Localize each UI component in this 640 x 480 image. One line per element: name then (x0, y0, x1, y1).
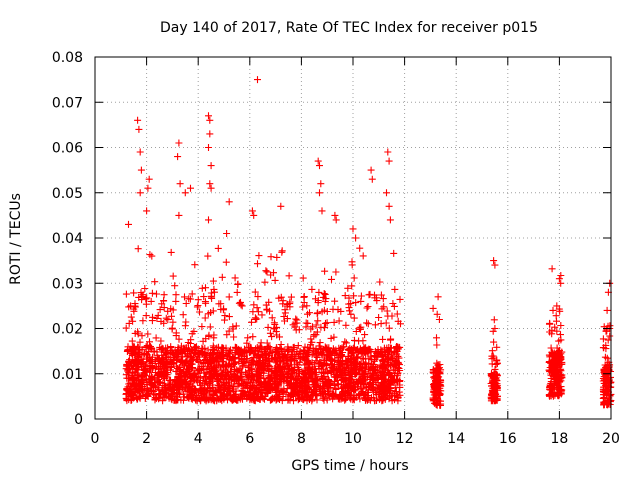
x-axis-label: GPS time / hours (291, 458, 408, 474)
y-tick-label: 0 (74, 412, 83, 428)
axis-ticks (94, 56, 612, 420)
data-points (122, 76, 615, 409)
x-tick-label: 16 (499, 431, 517, 447)
x-tick-label: 2 (142, 431, 151, 447)
x-tick-label: 12 (396, 431, 414, 447)
x-tick-label: 4 (194, 431, 203, 447)
x-tick-label: 8 (297, 431, 306, 447)
y-tick-label: 0.04 (52, 231, 83, 247)
x-tick-label: 0 (91, 431, 100, 447)
y-tick-label: 0.02 (52, 322, 83, 338)
y-tick-label: 0.01 (52, 367, 83, 383)
x-tick-label: 20 (602, 431, 620, 447)
y-tick-label: 0.06 (52, 141, 83, 157)
x-tick-label: 6 (245, 431, 254, 447)
roti-markers (122, 76, 615, 409)
y-tick-label: 0.07 (52, 95, 83, 111)
y-tick-labels: 0 0.01 0.02 0.03 0.04 0.05 0.06 0.07 0.08 (52, 50, 83, 428)
y-axis-label: ROTI / TECUs (8, 193, 24, 285)
y-tick-label: 0.05 (52, 186, 83, 202)
x-tick-label: 18 (550, 431, 568, 447)
x-tick-labels: 0 2 4 6 8 10 12 14 16 18 20 (91, 431, 620, 447)
chart-title: Day 140 of 2017, Rate Of TEC Index for r… (160, 20, 538, 36)
y-tick-label: 0.08 (52, 50, 83, 66)
x-tick-label: 10 (344, 431, 362, 447)
y-tick-label: 0.03 (52, 276, 83, 292)
x-tick-label: 14 (447, 431, 465, 447)
